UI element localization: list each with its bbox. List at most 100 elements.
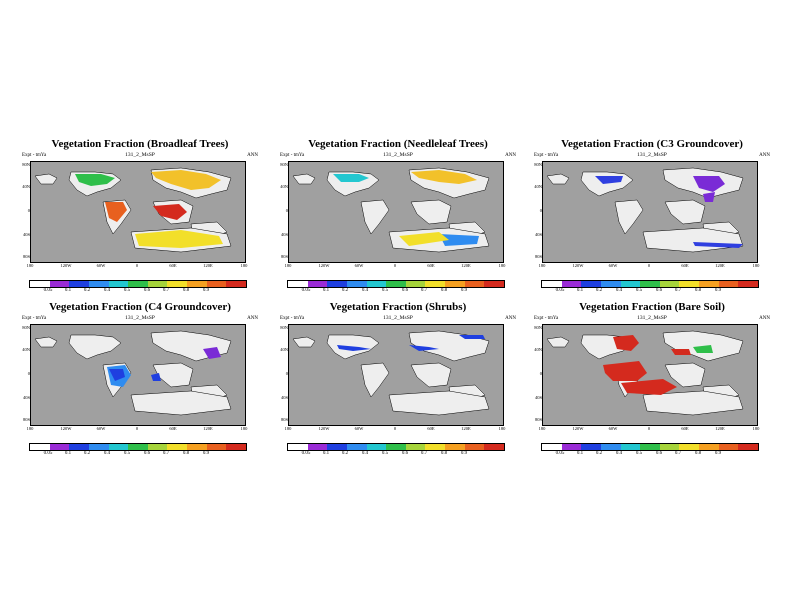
colorbar-swatch [405,444,426,450]
colorbar [541,443,759,451]
colorbar-swatch [187,281,207,287]
colorbar-swatch [108,444,129,450]
colorbar-swatch [484,281,505,287]
colorbar-swatch [30,281,50,287]
colorbar-swatch [49,444,70,450]
panel-broadleaf-trees: Vegetation Fraction (Broadleaf Trees) Ex… [20,138,260,303]
panel-title: Vegetation Fraction (Shrubs) [329,301,467,313]
panel-c3-groundcover: Vegetation Fraction (C3 Groundcover) Exp… [532,138,772,303]
colorbar-swatch [128,444,148,450]
colorbar-swatch [405,281,426,287]
season-label: ANN [759,153,770,158]
colorbar-swatch [386,281,406,287]
colorbar-tick: 0.8 [182,451,190,456]
lat-label: 80N [280,325,288,330]
colorbar-tick: 0.4 [103,288,111,293]
colorbar-swatch [226,444,247,450]
colorbar-tick: 0.4 [103,451,111,456]
colorbar-tick: 0.5 [635,451,643,456]
colorbar-swatch [327,444,347,450]
lat-label: 80N [280,162,288,167]
colorbar-tick: 0.7 [162,288,170,293]
colorbar-tick: 0.1 [322,288,330,293]
panel-bare-soil: Vegetation Fraction (Bare Soil) Expt - t… [532,301,772,466]
season-label: ANN [247,316,258,321]
panel-needleleaf-trees: Vegetation Fraction (Needleleaf Trees) E… [278,138,518,303]
experiment-label: Expt - tmYa [280,153,305,158]
map-area [288,324,504,426]
colorbar-swatch [484,444,505,450]
colorbar-swatch [49,281,70,287]
colorbar-tick: 0.8 [694,288,702,293]
colorbar-tick: 0.8 [182,288,190,293]
lon-label: 180 [538,426,546,431]
colorbar-tick: 0.5 [123,451,131,456]
colorbar-swatch [738,444,759,450]
lon-label: 180 [284,263,292,268]
colorbar-swatch [679,281,700,287]
run-label: 131_2_MsSP [125,315,155,321]
colorbar-swatch [88,444,109,450]
map-area [30,161,246,263]
colorbar-swatch [620,281,641,287]
lat-label: 80S [534,417,542,422]
lat-label: 0 [27,371,30,376]
colorbar-tick: 0.5 [381,451,389,456]
colorbar-tick: 0.2 [341,288,349,293]
colorbar-swatch [206,281,227,287]
colorbar [287,280,505,288]
lat-label: 80S [534,254,542,259]
colorbar-tick: 0.6 [655,288,663,293]
colorbar-swatch [699,281,719,287]
lon-label: 120W [60,426,72,431]
colorbar-swatch [561,281,582,287]
experiment-label: Expt - tmYa [280,316,305,321]
experiment-label: Expt - tmYa [22,153,47,158]
colorbar [541,280,759,288]
lat-label: 80N [22,325,30,330]
map-area [542,324,758,426]
lon-label: 60W [96,263,106,268]
colorbar-swatch [425,444,446,450]
map-continents [34,330,232,416]
colorbar-tick: 0.05 [43,288,53,293]
colorbar-swatch [640,444,660,450]
map-continents [546,330,744,416]
lon-label: 120E [461,263,471,268]
colorbar-swatch [542,444,562,450]
lon-label: 180 [538,263,546,268]
lon-label: 120W [572,263,584,268]
lat-label: 40N [22,347,30,352]
lat-label: 40S [534,232,542,237]
map-continents [292,330,490,416]
colorbar-tick: 0.1 [64,288,72,293]
lat-label: 40N [534,347,542,352]
lon-label: 0 [393,263,397,268]
lon-label: 120E [715,426,725,431]
lon-label: 60W [96,426,106,431]
lon-label: 120W [318,426,330,431]
lat-label: 80S [22,417,30,422]
colorbar-tick: 0.9 [714,451,722,456]
run-label: 131_2_MsSP [125,152,155,158]
colorbar-tick: 0.7 [674,288,682,293]
colorbar-tick: 0.1 [322,451,330,456]
colorbar-swatch [167,281,188,287]
lon-label: 120E [461,426,471,431]
lon-label: 60E [681,263,689,268]
colorbar-swatch [88,281,109,287]
colorbar-swatch [346,444,367,450]
lat-label: 80N [534,162,542,167]
colorbar-tick: 0.9 [460,288,468,293]
lon-label: 180 [26,426,34,431]
lon-label: 120E [203,426,213,431]
season-label: ANN [247,153,258,158]
colorbar-tick: 0.5 [635,288,643,293]
colorbar-tick: 0.5 [381,288,389,293]
colorbar-tick: 0.2 [83,288,91,293]
colorbar-swatch [147,444,168,450]
lat-label: 0 [285,371,288,376]
lon-label: 180 [752,426,760,431]
run-label: 131_2_MsSP [383,315,413,321]
colorbar-swatch [366,281,387,287]
